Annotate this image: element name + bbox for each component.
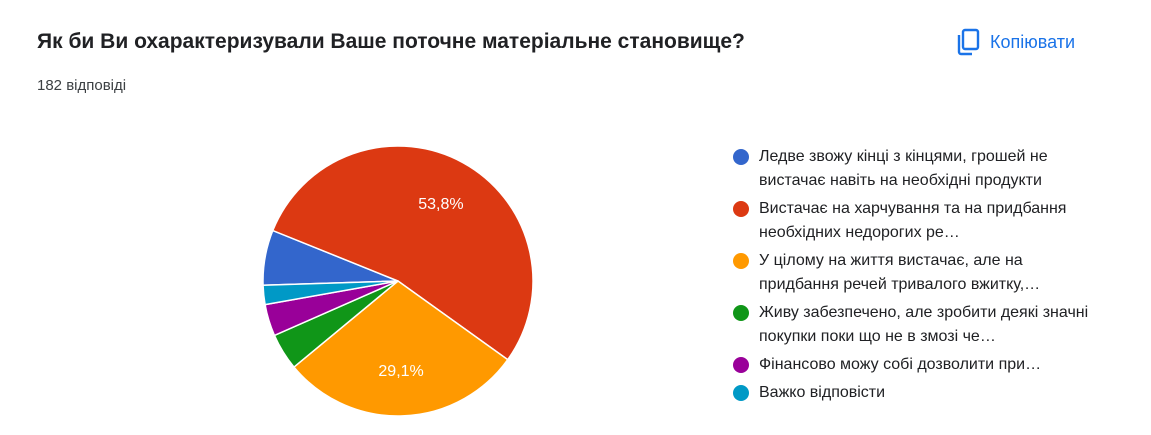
pie-chart: 53,8% 29,1% — [262, 145, 534, 417]
legend-label: Фінансово можу собі дозволити при… — [759, 356, 1042, 373]
pie-slice-2[interactable] — [271, 145, 534, 361]
legend-swatch — [733, 305, 749, 321]
legend-label: Важко відповісти — [759, 384, 886, 401]
legend-item-1[interactable]: Ледве звожу кінці з кінцями, грошей не в… — [733, 145, 1133, 193]
legend-item-3[interactable]: У цілому на життя вистачає, але на придб… — [733, 249, 1133, 297]
pie-slice-6[interactable] — [262, 280, 399, 306]
legend-label: У цілому на життя вистачає, але на придб… — [759, 252, 1041, 293]
legend-label: Ледве звожу кінці з кінцями, грошей не в… — [759, 148, 1048, 189]
legend-swatch — [733, 385, 749, 401]
pie-slice-2-data-label: 53,8% — [418, 196, 463, 213]
legend-swatch — [733, 201, 749, 217]
chart-area: 53,8% 29,1% Ледве звожу кінці з кінцями, … — [0, 118, 1151, 435]
legend-item-5[interactable]: Фінансово можу собі дозволити при… — [733, 353, 1133, 377]
legend-item-2[interactable]: Вистачає на харчування та на придбання н… — [733, 197, 1133, 245]
legend-label: Вистачає на харчування та на придбання н… — [759, 200, 1067, 241]
copy-icon — [956, 28, 980, 56]
question-title: Як би Ви охарактеризували Ваше поточне м… — [37, 30, 745, 53]
legend-swatch — [733, 253, 749, 269]
pie-slice-3[interactable] — [292, 280, 509, 417]
pie-slice-3-data-label: 29,1% — [378, 363, 423, 380]
copy-button[interactable]: Копіювати — [956, 24, 1075, 60]
legend-item-4[interactable]: Живу забезпечено, але зробити деякі знач… — [733, 301, 1133, 349]
response-count: 182 відповіді — [37, 77, 127, 94]
chart-legend: Ледве звожу кінці з кінцями, грошей не в… — [733, 145, 1133, 409]
legend-label: Живу забезпечено, але зробити деякі знач… — [759, 304, 1089, 345]
legend-item-6[interactable]: Важко відповісти — [733, 381, 1133, 405]
copy-label: Копіювати — [990, 31, 1076, 52]
legend-swatch — [733, 357, 749, 373]
legend-swatch — [733, 149, 749, 165]
